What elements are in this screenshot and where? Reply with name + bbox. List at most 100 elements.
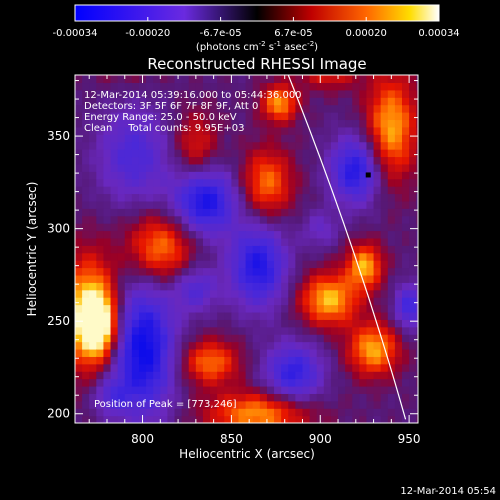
heatmap-cell [380,230,389,239]
heatmap-cell [231,200,240,209]
heatmap-cell [288,415,296,423]
heatmap-cell [302,378,311,387]
heatmap-cell [124,186,133,195]
heatmap-cell [131,274,140,283]
heatmap-cell [210,245,218,254]
heatmap-cell [373,223,382,232]
heatmap-cell [394,385,403,394]
heatmap-cell [131,297,140,306]
heatmap-cell [338,186,346,195]
heatmap-cell [366,89,375,98]
heatmap-cell [96,267,105,276]
heatmap-cell [338,274,346,283]
heatmap-cell [131,223,140,232]
heatmap-cell [323,97,332,106]
heatmap-cell [188,156,197,165]
heatmap-cell [103,297,112,306]
heatmap-cell [224,112,232,121]
heatmap-cell [103,378,112,387]
heatmap-cell [174,156,183,165]
heatmap-cell [103,267,112,276]
heatmap-cell [394,134,403,143]
heatmap-cell [423,408,431,416]
heatmap-cell [188,341,197,350]
heatmap-cell [309,378,318,387]
heatmap-cell [153,371,161,380]
heatmap-cell [89,156,97,165]
heatmap-cell [131,126,140,135]
peak-position-label: Position of Peak = [773,246] [94,399,237,410]
heatmap-cell [110,163,119,172]
heatmap-cell [259,75,268,84]
heatmap-cell [210,237,218,246]
heatmap-cell [302,274,311,283]
heatmap-cell [309,200,318,209]
heatmap-cell [380,408,389,417]
heatmap-cell [153,348,161,357]
heatmap-cell [202,282,211,291]
heatmap-cell [117,223,126,232]
heatmap-cell [288,75,296,84]
heatmap-cell [380,237,389,246]
heatmap-cell [174,260,183,269]
heatmap-cell [423,134,431,142]
heatmap-cell [202,393,211,402]
heatmap-cell [387,252,396,261]
heatmap-cell [181,311,190,320]
heatmap-cell [423,216,431,224]
heatmap-cell [266,274,275,283]
heatmap-cell [75,341,83,350]
heatmap-cell [210,75,218,84]
heatmap-cell [266,141,275,150]
heatmap-cell [323,237,332,246]
heatmap-cell [266,408,275,417]
heatmap-cell [423,364,431,372]
heatmap-cell [138,393,147,402]
heatmap-cell [167,260,176,269]
heatmap-cell [117,141,126,150]
heatmap-cell [394,208,403,217]
heatmap-cell [167,415,176,423]
heatmap-cell [266,89,275,98]
heatmap-cell [266,230,275,239]
heatmap-cell [281,230,289,239]
heatmap-cell [89,282,97,291]
heatmap-cell [288,178,296,187]
heatmap-cell [138,311,147,320]
heatmap-cell [131,89,140,98]
heatmap-cell [409,245,417,254]
heatmap-cell [188,89,197,98]
heatmap-cell [103,274,112,283]
heatmap-cell [146,371,154,380]
heatmap-cell [423,245,431,253]
heatmap-cell [274,289,282,298]
heatmap-cell [89,348,97,357]
heatmap-cell [302,82,311,91]
heatmap-cell [387,378,396,387]
heatmap-cell [352,252,360,261]
heatmap-cell [352,385,360,394]
heatmap-cell [181,104,190,113]
heatmap-cell [266,171,275,180]
heatmap-cell [323,171,332,180]
heatmap-cell [238,186,247,195]
heatmap-cell [195,356,204,365]
heatmap-cell [202,371,211,380]
heatmap-cell [252,289,261,298]
heatmap-cell [402,82,410,91]
heatmap-cell [89,193,97,202]
heatmap-cell [124,75,133,84]
heatmap-cell [359,393,368,402]
heatmap-cell [96,223,105,232]
heatmap-cell [252,304,261,313]
heatmap-cell [359,363,368,372]
heatmap-cell [245,200,254,209]
heatmap-cell [302,408,311,417]
heatmap-cell [330,149,339,158]
heatmap-cell [210,304,218,313]
heatmap-cell [274,282,282,291]
heatmap-cell [202,104,211,113]
heatmap-cell [103,126,112,135]
heatmap-cell [245,319,254,328]
heatmap-cell [338,171,346,180]
